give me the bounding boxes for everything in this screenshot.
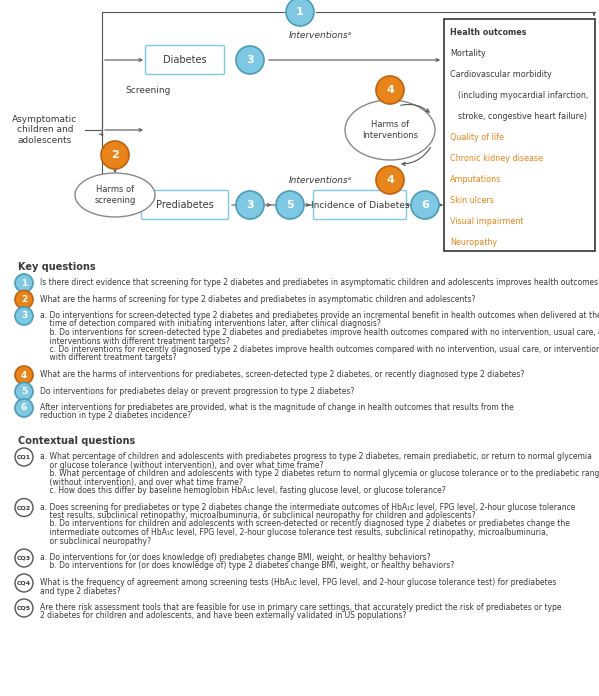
Circle shape [15,599,33,617]
Circle shape [411,191,439,219]
Circle shape [236,191,264,219]
Text: Screening: Screening [125,86,171,95]
Text: What are the harms of screening for type 2 diabetes and prediabetes in asymptoma: What are the harms of screening for type… [40,294,476,303]
Text: b. Do interventions for screen-detected type 2 diabetes and prediabetes improve : b. Do interventions for screen-detected … [40,328,599,337]
Circle shape [15,399,33,417]
Text: CQ3: CQ3 [17,555,31,560]
Text: test results, subclinical retinopathy, microalbuminuria, or subclinical neuropat: test results, subclinical retinopathy, m… [40,511,476,520]
Text: Cardiovascular morbidity: Cardiovascular morbidity [450,70,552,79]
Text: Health outcomes: Health outcomes [450,28,527,37]
Text: What are the harms of interventions for prediabetes, screen-detected type 2 diab: What are the harms of interventions for … [40,370,524,379]
Text: or glucose tolerance (without intervention), and over what time frame?: or glucose tolerance (without interventi… [40,461,323,470]
Text: 3: 3 [246,200,254,210]
Circle shape [15,448,33,466]
Text: 2: 2 [111,150,119,160]
Text: or subclinical neuropathy?: or subclinical neuropathy? [40,537,151,546]
Text: 4: 4 [21,370,27,379]
Text: 1: 1 [296,7,304,17]
Text: Mortality: Mortality [450,49,486,58]
Text: c. How does this differ by baseline hemoglobin HbA₁c level, fasting glucose leve: c. How does this differ by baseline hemo… [40,486,446,495]
Circle shape [376,76,404,104]
Text: a. Does screening for prediabetes or type 2 diabetes change the intermediate out: a. Does screening for prediabetes or typ… [40,503,576,512]
Text: Amputations: Amputations [450,175,501,184]
Text: Do interventions for prediabetes delay or prevent progression to type 2 diabetes: Do interventions for prediabetes delay o… [40,386,355,395]
Text: Prediabetes: Prediabetes [156,200,214,210]
Circle shape [15,549,33,567]
Ellipse shape [345,100,435,160]
Circle shape [276,191,304,219]
Text: and type 2 diabetes?: and type 2 diabetes? [40,587,120,596]
Circle shape [15,290,33,308]
Text: Quality of life: Quality of life [450,133,504,142]
Text: 2 diabetes for children and adolescents, and have been externally validated in U: 2 diabetes for children and adolescents,… [40,612,406,621]
Circle shape [15,383,33,400]
Text: b. Do interventions for (or does knowledge of) type 2 diabetes change BMI, weigh: b. Do interventions for (or does knowled… [40,562,454,571]
Text: Diabetes: Diabetes [163,55,207,65]
Text: 4: 4 [386,175,394,185]
Text: a. What percentage of children and adolescents with prediabetes progress to type: a. What percentage of children and adole… [40,452,592,461]
FancyBboxPatch shape [141,191,228,219]
Circle shape [376,166,404,194]
Text: with different treatment targets?: with different treatment targets? [40,354,177,363]
Text: (without intervention), and over what time frame?: (without intervention), and over what ti… [40,477,243,487]
Text: CQ1: CQ1 [17,454,31,459]
Text: a. Do interventions for (or does knowledge of) prediabetes change BMI, weight, o: a. Do interventions for (or does knowled… [40,553,431,562]
Circle shape [15,307,33,325]
Text: After interventions for prediabetes are provided, what is the magnitude of chang: After interventions for prediabetes are … [40,403,514,412]
Circle shape [15,498,33,516]
Text: Harms of
Interventions: Harms of Interventions [362,120,418,140]
Text: a. Do interventions for screen-detected type 2 diabetes and prediabetes provide : a. Do interventions for screen-detected … [40,311,599,320]
Text: CQ4: CQ4 [17,580,31,585]
Text: c. Do interventions for recently diagnosed type 2 diabetes improve health outcom: c. Do interventions for recently diagnos… [40,345,599,354]
Text: stroke, congestive heart failure): stroke, congestive heart failure) [458,112,587,121]
Text: time of detection compared with initiating interventions later, after clinical d: time of detection compared with initiati… [40,319,381,329]
Text: Asymptomatic
children and
adolescents: Asymptomatic children and adolescents [13,115,78,145]
Text: 4: 4 [386,85,394,95]
FancyBboxPatch shape [313,191,407,219]
Ellipse shape [75,173,155,217]
Text: Is there direct evidence that screening for type 2 diabetes and prediabetes in a: Is there direct evidence that screening … [40,278,599,287]
Circle shape [15,574,33,592]
Text: (including myocardial infarction,: (including myocardial infarction, [458,91,588,100]
Circle shape [236,46,264,74]
Text: 2: 2 [21,295,27,304]
Text: 6: 6 [21,404,27,413]
Text: Chronic kidney disease: Chronic kidney disease [450,154,543,163]
Text: interventions with different treatment targets?: interventions with different treatment t… [40,336,230,345]
Text: Neuropathy: Neuropathy [450,238,497,247]
Text: Harms of
screening: Harms of screening [94,185,136,205]
FancyBboxPatch shape [444,19,595,251]
Text: CQ2: CQ2 [17,505,31,510]
Circle shape [15,366,33,384]
Text: Key questions: Key questions [18,262,96,272]
Text: Interventionsᵃ: Interventionsᵃ [288,31,352,40]
Text: What is the frequency of agreement among screening tests (HbA₁c level, FPG level: What is the frequency of agreement among… [40,578,556,587]
Circle shape [15,274,33,292]
Circle shape [286,0,314,26]
Text: 3: 3 [246,55,254,65]
Text: b. What percentage of children and adolescents with type 2 diabetes return to no: b. What percentage of children and adole… [40,469,599,478]
Text: CQ5: CQ5 [17,606,31,610]
Text: 3: 3 [21,312,27,320]
Circle shape [101,141,129,169]
Text: intermediate outcomes of HbA₁c level, FPG level, 2-hour glucose tolerance test r: intermediate outcomes of HbA₁c level, FP… [40,528,548,537]
FancyBboxPatch shape [146,45,225,74]
Text: 5: 5 [286,200,294,210]
Text: Visual impairment: Visual impairment [450,217,524,226]
Text: Interventionsᵃ: Interventionsᵃ [288,176,352,185]
Text: reduction in type 2 diabetes incidence?: reduction in type 2 diabetes incidence? [40,411,191,420]
Text: 1: 1 [21,278,27,287]
Text: 6: 6 [421,200,429,210]
Text: Skin ulcers: Skin ulcers [450,196,494,205]
Text: 5: 5 [21,387,27,396]
Text: Contextual questions: Contextual questions [18,436,135,446]
Text: Are there risk assessment tools that are feasible for use in primary care settin: Are there risk assessment tools that are… [40,603,561,612]
Text: b. Do interventions for children and adolescents with screen-detected or recentl: b. Do interventions for children and ado… [40,519,570,528]
Text: Incidence of Diabetes: Incidence of Diabetes [311,200,409,209]
